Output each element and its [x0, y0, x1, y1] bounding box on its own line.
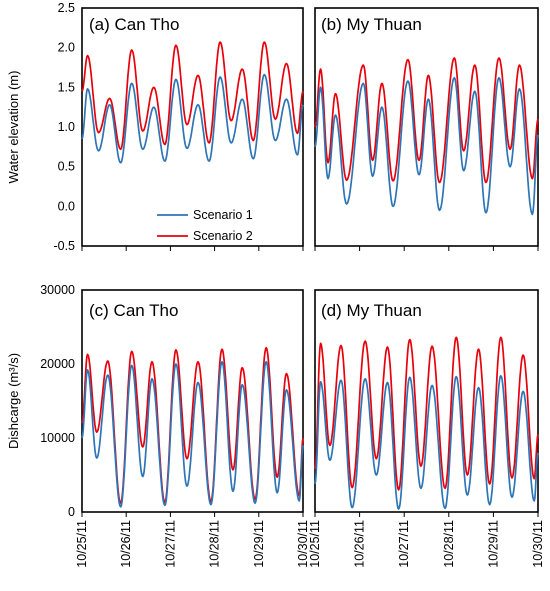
series-line-scenario-1	[81, 360, 304, 508]
panel-d-title: (d) My Thuan	[321, 301, 422, 320]
x-tick-label: 10/25/11	[308, 520, 322, 568]
y-tick-label: -0.5	[53, 239, 75, 253]
series-line-scenario-2	[314, 57, 539, 184]
series-line-scenario-1	[314, 76, 539, 216]
series-line-scenario-1	[314, 374, 539, 510]
x-tick-label: 10/26/11	[353, 520, 367, 568]
x-tick-label: 10/26/11	[119, 520, 133, 568]
panel-c-plot: 10/25/11 10/26/11 10/27/11 10/28/11 10/29/11…	[40, 283, 310, 568]
panel-d-frame	[314, 289, 539, 513]
x-tick-label: 10/30/11	[531, 520, 545, 568]
x-tick-label: 10/27/11	[163, 520, 177, 568]
y-tick-label: 20000	[40, 357, 75, 371]
y-tick-label: 30000	[40, 283, 75, 297]
panel-c-title: (c) Can Tho	[89, 301, 178, 320]
y-tick-label: 10000	[40, 431, 75, 445]
x-tick-label: 10/30/11	[296, 520, 310, 568]
panel-b-title: (b) My Thuan	[321, 15, 422, 34]
panel-b-plot	[314, 57, 539, 251]
x-tick-label: 10/28/11	[442, 520, 456, 568]
y-tick-label: 0	[68, 505, 75, 519]
y-tick-label: 0.5	[58, 160, 75, 174]
y-tick-label: 0.0	[58, 199, 75, 213]
panel-a-title: (a) Can Tho	[89, 15, 179, 34]
y-axis-title-elevation: Water elevation (m)	[6, 71, 21, 184]
y-tick-label: 2.5	[58, 1, 75, 15]
series-line-scenario-2	[314, 336, 539, 491]
y-axis-title-discharge: Dishcarge (m³/s)	[6, 353, 21, 449]
legend-label-scenario-1: Scenario 1	[193, 208, 253, 222]
x-tick-label: 10/28/11	[208, 520, 222, 568]
x-tick-label: 10/29/11	[486, 520, 500, 568]
panel-a-plot: -0.5 0.0 0.5 1.0 1.5 2.0 2.5	[53, 1, 304, 253]
panel-c-frame	[81, 289, 304, 513]
panel-a-frame	[81, 7, 304, 247]
y-tick-label: 1.5	[58, 80, 75, 94]
x-tick-label: 10/29/11	[252, 520, 266, 568]
y-tick-label: 2.0	[58, 41, 75, 55]
x-tick-label: 10/25/11	[75, 520, 89, 568]
legend: Scenario 1 Scenario 2	[157, 208, 253, 243]
legend-label-scenario-2: Scenario 2	[193, 229, 253, 243]
series-line-scenario-1	[81, 73, 304, 164]
series-line-scenario-2	[81, 41, 304, 151]
panel-d-plot: 10/25/11 10/26/11 10/27/11 10/28/11 10/29/11…	[308, 336, 545, 568]
y-tick-label: 1.0	[58, 120, 75, 134]
x-tick-label: 10/27/11	[397, 520, 411, 568]
